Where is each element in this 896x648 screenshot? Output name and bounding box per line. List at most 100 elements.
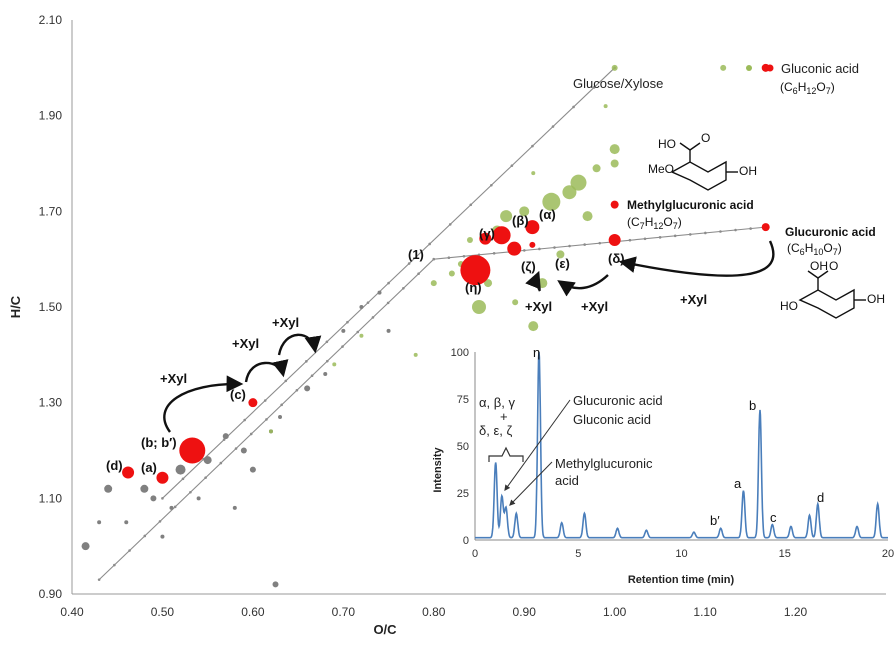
gray-data-point xyxy=(323,371,328,376)
green-data-point xyxy=(332,362,337,367)
reference-line-marker xyxy=(688,233,692,236)
reference-line-marker xyxy=(295,388,299,392)
inset-x-tick-label: 15 xyxy=(779,548,791,560)
reference-line-marker xyxy=(428,242,431,246)
reference-line-marker xyxy=(341,345,344,348)
reference-line-marker xyxy=(284,379,288,383)
gray-data-point xyxy=(341,328,346,333)
point-label-delta: (δ) xyxy=(608,251,625,266)
gray-series xyxy=(81,290,391,588)
legend-label: Gluconic acid xyxy=(781,61,859,76)
inset-y-tick-label: 100 xyxy=(451,347,469,359)
reference-line-marker xyxy=(265,418,268,421)
gray-data-point xyxy=(386,328,391,333)
xyl-arrow-6 xyxy=(525,270,542,292)
reference-line-marker xyxy=(371,316,375,319)
reference-line-marker xyxy=(643,237,647,241)
reference-line-marker xyxy=(531,144,534,148)
x-tick-label: 0.40 xyxy=(60,605,84,619)
y-tick-label: 1.10 xyxy=(39,491,63,505)
green-data-point xyxy=(720,64,727,71)
reference-line-marker xyxy=(469,203,473,207)
xyl-label-3: +Xyl xyxy=(272,315,299,330)
reference-line-marker xyxy=(704,231,707,235)
inset-y-title: Intensity xyxy=(432,447,444,493)
x-tick-label: 0.70 xyxy=(332,605,356,619)
inset-group-brace xyxy=(488,446,524,462)
red-data-point xyxy=(479,232,492,245)
methylglucuronic-formula: (C7H12O7) xyxy=(627,215,682,231)
point-label-d: (d) xyxy=(106,458,123,473)
inset-group-plus: + xyxy=(500,409,508,424)
y-tick-label: 1.50 xyxy=(39,300,63,314)
green-data-point xyxy=(556,250,565,259)
methylglucuronic-structure: HO O MeO OH xyxy=(648,131,757,191)
xyl-label-1: +Xyl xyxy=(160,371,187,386)
inset-y-tick-label: 0 xyxy=(463,535,469,547)
red-data-point xyxy=(525,220,540,235)
point-label-alpha: (α) xyxy=(539,207,556,222)
svg-text:O: O xyxy=(829,259,838,273)
y-tick-label: 1.30 xyxy=(39,396,63,410)
svg-text:OH: OH xyxy=(739,164,757,178)
green-data-point xyxy=(562,185,577,200)
reference-line-marker xyxy=(243,418,246,422)
gray-data-point xyxy=(272,581,279,588)
gray-data-point xyxy=(124,520,129,525)
glucuronic-formula: (C6H10O7) xyxy=(787,241,842,257)
legend: Gluconic acid (C6H12O7) xyxy=(746,61,859,96)
reference-line-marker xyxy=(402,287,405,290)
y-tick-label: 1.90 xyxy=(39,109,63,123)
x-tick-label: 1.00 xyxy=(603,605,627,619)
reference-line-marker xyxy=(386,301,390,305)
red-data-point xyxy=(460,255,491,286)
gray-data-point xyxy=(222,433,229,440)
xyl-label-4: +Xyl xyxy=(680,292,707,307)
reference-line-marker xyxy=(204,476,207,479)
y-tick-label: 0.90 xyxy=(39,587,63,601)
reference-line-marker xyxy=(719,230,722,233)
inset-background xyxy=(440,342,892,590)
svg-text:OH: OH xyxy=(810,259,828,273)
red-data-point xyxy=(529,241,536,248)
inset-pointer-methyl xyxy=(509,461,553,506)
inset-x-tick-label: 5 xyxy=(575,548,581,560)
y-tick-label: 2.10 xyxy=(39,13,63,27)
reference-line-marker xyxy=(523,249,526,252)
reference-line-marker xyxy=(734,228,737,232)
red-data-point xyxy=(156,471,169,484)
green-data-point xyxy=(268,429,273,434)
gray-data-point xyxy=(97,520,102,525)
reference-line-marker xyxy=(280,403,283,407)
gray-data-point xyxy=(278,415,283,420)
main-axis-ticks: 0.40 0.50 0.60 0.70 0.80 0.90 1.00 1.10 1.20 0.90… xyxy=(39,13,808,619)
reference-line-marker xyxy=(325,340,329,344)
reference-line-marker xyxy=(510,164,514,167)
red-data-point xyxy=(122,466,135,479)
reference-line-marker xyxy=(113,563,116,567)
reference-line-marker xyxy=(158,520,162,523)
gray-data-point xyxy=(249,466,256,473)
reference-line-marker xyxy=(161,497,164,500)
inset-y-tick-label: 25 xyxy=(457,488,469,500)
peak-label-c: c xyxy=(770,510,777,525)
inset-gluconic-label: Gluconic acid xyxy=(573,412,651,427)
point-label-1: (1) xyxy=(408,247,424,262)
reference-line-marker xyxy=(598,241,602,245)
reference-line-marker xyxy=(189,490,192,494)
green-data-point xyxy=(592,164,601,173)
reference-line-marker xyxy=(417,272,420,276)
svg-text:HO: HO xyxy=(780,299,798,313)
peak-label-d: d xyxy=(817,490,824,505)
peak-label-b-prime: b′ xyxy=(710,513,720,528)
gray-data-point xyxy=(232,505,237,510)
x-tick-label: 0.50 xyxy=(151,605,175,619)
point-label-b: (b; b′) xyxy=(141,435,177,450)
chromatogram-trace xyxy=(475,351,888,539)
inset-x-tick-label: 10 xyxy=(675,548,687,560)
peak-label-a: a xyxy=(734,476,742,491)
gray-data-point xyxy=(175,464,186,475)
green-data-point xyxy=(542,192,561,211)
peak-label-eta: η xyxy=(533,345,540,360)
reference-line-marker xyxy=(447,256,451,260)
